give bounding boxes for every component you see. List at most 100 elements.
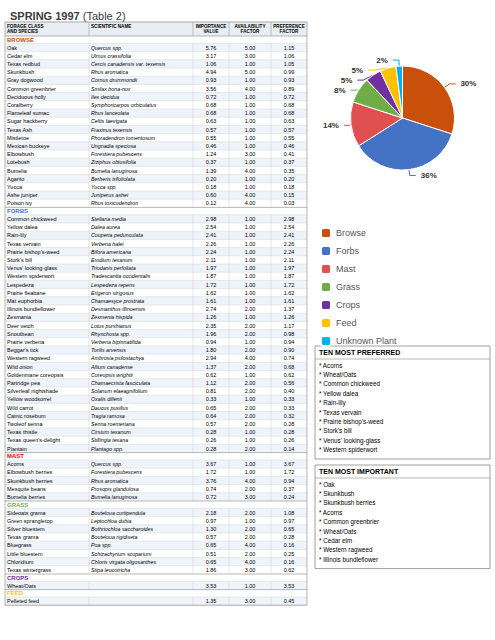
svg-text:1.00: 1.00 [245, 396, 256, 402]
svg-text:Tradescantia occidentalis: Tradescantia occidentalis [91, 273, 151, 279]
svg-text:Prairie bishop's-weed: Prairie bishop's-weed [7, 249, 59, 255]
svg-text:Common greenbrier: Common greenbrier [7, 86, 56, 92]
svg-text:0.97: 0.97 [284, 518, 295, 524]
svg-text:Flameleaf sumac: Flameleaf sumac [7, 110, 49, 116]
svg-text:Desmanthus illinoensis: Desmanthus illinoensis [91, 306, 146, 312]
svg-text:2.41: 2.41 [284, 232, 295, 238]
svg-text:1.00: 1.00 [245, 94, 256, 100]
svg-text:1.00: 1.00 [245, 257, 256, 263]
svg-text:Triodanis perfoliata: Triodanis perfoliata [91, 265, 136, 271]
svg-text:2.00: 2.00 [245, 323, 256, 329]
svg-text:0.40: 0.40 [284, 388, 295, 394]
svg-text:3.53: 3.53 [284, 583, 295, 589]
svg-text:Daucus pusillus: Daucus pusillus [91, 405, 128, 411]
svg-text:Texas vervain: Texas vervain [7, 241, 41, 247]
svg-text:1.37: 1.37 [284, 306, 295, 312]
svg-text:Lotebush: Lotebush [7, 159, 30, 165]
svg-text:1.06: 1.06 [206, 61, 217, 67]
svg-text:1.00: 1.00 [245, 216, 256, 222]
svg-text:0.26: 0.26 [284, 437, 295, 443]
svg-text:0.64: 0.64 [206, 413, 217, 419]
svg-text:Zexmenia hispida: Zexmenia hispida [90, 314, 133, 320]
svg-text:Rhus aromatica: Rhus aromatica [91, 69, 128, 75]
svg-text:0.57: 0.57 [284, 127, 295, 133]
svg-text:0.65: 0.65 [206, 559, 217, 565]
svg-text:Ungnadia speciosa: Ungnadia speciosa [91, 143, 136, 149]
svg-text:3.56: 3.56 [206, 86, 217, 92]
svg-text:Berberis trifoliolata: Berberis trifoliolata [91, 176, 135, 182]
svg-text:0.60: 0.60 [206, 192, 217, 198]
svg-text:Zexmania: Zexmania [7, 314, 32, 320]
svg-text:3.67: 3.67 [206, 461, 217, 467]
svg-text:Oxalis dillenii: Oxalis dillenii [91, 396, 123, 402]
svg-text:3.00: 3.00 [245, 151, 256, 157]
svg-text:0.37: 0.37 [284, 159, 295, 165]
svg-text:1.00: 1.00 [245, 437, 256, 443]
svg-text:* Western spiderwort: * Western spiderwort [319, 446, 378, 454]
svg-text:2.00: 2.00 [245, 380, 256, 386]
svg-text:Poison ivy: Poison ivy [7, 200, 32, 206]
svg-text:Common chickweed: Common chickweed [7, 216, 57, 222]
svg-text:0.72: 0.72 [284, 94, 295, 100]
svg-text:4.00: 4.00 [245, 192, 256, 198]
svg-text:2.00: 2.00 [245, 534, 256, 540]
svg-text:2.35: 2.35 [206, 323, 217, 329]
svg-text:1.00: 1.00 [245, 461, 256, 467]
svg-text:1.05: 1.05 [284, 61, 295, 67]
svg-text:0.15: 0.15 [284, 192, 295, 198]
svg-text:0.03: 0.03 [284, 200, 295, 206]
svg-text:1.17: 1.17 [284, 323, 295, 329]
svg-text:Poa spp.: Poa spp. [91, 542, 112, 548]
svg-text:0.33: 0.33 [206, 396, 217, 402]
svg-text:Leptochloa dubia: Leptochloa dubia [91, 518, 131, 524]
svg-text:0.28: 0.28 [284, 429, 295, 435]
svg-text:FEED: FEED [7, 590, 24, 596]
svg-text:2.18: 2.18 [206, 510, 217, 516]
svg-text:SCIENTIFIC NAME: SCIENTIFIC NAME [91, 24, 131, 29]
svg-text:0.65: 0.65 [284, 526, 295, 532]
svg-text:Venus' looking-glass: Venus' looking-glass [7, 265, 57, 271]
svg-text:1.37: 1.37 [206, 364, 217, 370]
svg-text:Mast: Mast [336, 264, 356, 274]
svg-text:1.62: 1.62 [284, 290, 295, 296]
svg-text:Smilax bona-nox: Smilax bona-nox [91, 86, 131, 92]
svg-text:1.61: 1.61 [284, 298, 295, 304]
svg-text:Stork's bill: Stork's bill [7, 257, 32, 263]
svg-text:2.41: 2.41 [206, 232, 217, 238]
svg-text:Partridge pea: Partridge pea [7, 380, 41, 386]
svg-text:Ulmus crassifolia: Ulmus crassifolia [91, 53, 131, 59]
svg-text:Elbowbush berries: Elbowbush berries [7, 469, 52, 475]
svg-text:Bumelia: Bumelia [7, 168, 28, 174]
svg-text:Rhus toxicodendron: Rhus toxicodendron [91, 200, 138, 206]
svg-text:AVAILABILITY: AVAILABILITY [235, 24, 266, 29]
svg-text:2.11: 2.11 [206, 257, 216, 263]
svg-text:0.74: 0.74 [284, 355, 295, 361]
svg-text:Bumelia berries: Bumelia berries [7, 494, 45, 500]
svg-text:0.33: 0.33 [284, 405, 295, 411]
svg-text:1.00: 1.00 [245, 339, 256, 345]
svg-text:IMPORTANCE: IMPORTANCE [196, 24, 227, 29]
svg-text:Bluegrass: Bluegrass [7, 542, 32, 548]
svg-text:Deciduous holly: Deciduous holly [7, 94, 46, 100]
svg-text:Fraxinus texensis: Fraxinus texensis [91, 127, 133, 133]
svg-text:1.15: 1.15 [284, 45, 295, 51]
svg-text:1.61: 1.61 [206, 298, 217, 304]
svg-text:FACTOR: FACTOR [241, 29, 260, 34]
svg-text:1.26: 1.26 [206, 314, 217, 320]
svg-text:0.99: 0.99 [284, 69, 295, 75]
svg-text:Rhynchosia spp.: Rhynchosia spp. [91, 331, 130, 337]
svg-text:5.00: 5.00 [245, 69, 256, 75]
svg-text:0.32: 0.32 [284, 413, 295, 419]
svg-text:0.94: 0.94 [284, 339, 295, 345]
svg-text:0.90: 0.90 [284, 347, 295, 353]
svg-text:Celtis laevigata: Celtis laevigata [91, 118, 127, 124]
svg-text:2.74: 2.74 [206, 306, 217, 312]
svg-text:Mistletoe: Mistletoe [7, 135, 29, 141]
svg-text:Cooperia pedunculata: Cooperia pedunculata [91, 232, 143, 238]
svg-text:Torilis arvensis: Torilis arvensis [91, 347, 126, 353]
svg-text:Prosopis glandulosa: Prosopis glandulosa [91, 486, 139, 492]
svg-text:* Acorns: * Acorns [319, 509, 342, 516]
svg-text:0.81: 0.81 [206, 388, 217, 394]
svg-text:Forbs: Forbs [336, 246, 360, 256]
svg-text:3.00: 3.00 [245, 567, 256, 573]
